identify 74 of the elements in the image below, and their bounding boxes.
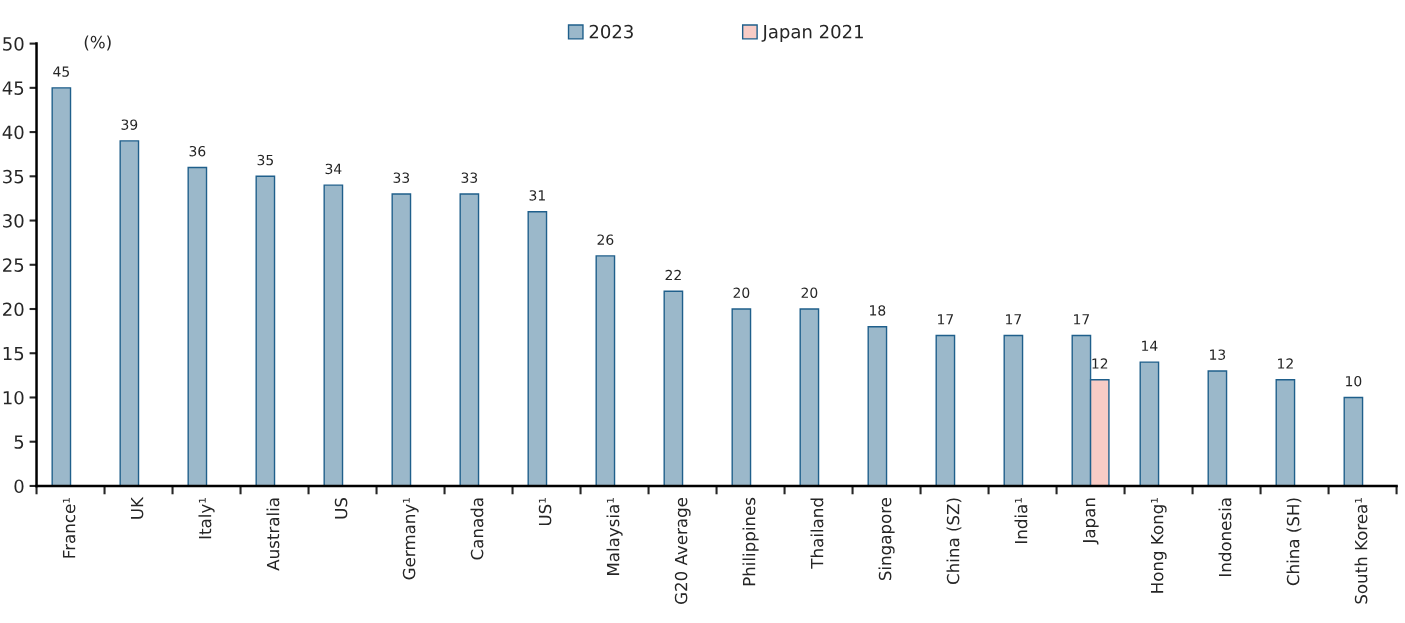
x-tick-label: China (SZ) (946, 498, 962, 585)
x-tick-label: Germany¹ (402, 497, 419, 580)
y-tick-label: 50 (3, 37, 24, 51)
bar (1207, 370, 1228, 486)
data-label: 10 (1346, 375, 1362, 387)
x-tick-label: Thailand (810, 498, 824, 569)
x-tick-label: Japan (1083, 498, 1099, 545)
y-axis-title: (%) (84, 35, 111, 51)
legend-label: Japan 2021 (761, 24, 863, 42)
x-tick-label: Philippines (742, 497, 759, 586)
bar (255, 175, 276, 486)
bar (731, 308, 752, 486)
bar (1003, 334, 1024, 486)
data-label: 34 (325, 163, 342, 175)
x-tick-label: G20 Average (674, 497, 691, 604)
x-tick-label: Hong Kong¹ (1150, 497, 1167, 593)
x-tick-label: Malaysia¹ (606, 497, 623, 575)
data-label: 17 (1006, 314, 1022, 325)
bar (51, 87, 72, 486)
data-label: 17 (1074, 314, 1090, 325)
y-tick-label: 25 (3, 258, 24, 272)
y-tick-label: 0 (14, 479, 24, 494)
bar (799, 308, 820, 486)
data-label: 13 (1210, 349, 1226, 360)
bar (391, 193, 412, 486)
y-tick-label: 45 (2, 81, 24, 95)
bar (1275, 379, 1296, 486)
x-tick-label: Canada (470, 498, 484, 560)
x-tick-label: Singapore (878, 497, 895, 581)
data-label: 33 (393, 172, 410, 183)
data-label: 12 (1278, 358, 1293, 369)
bar (187, 166, 208, 486)
data-label: 20 (733, 287, 750, 298)
y-tick-label: 15 (3, 346, 24, 361)
y-tick-label: 5 (14, 435, 24, 449)
data-label: 31 (529, 190, 545, 201)
bar (595, 255, 616, 486)
data-label: 45 (53, 66, 69, 77)
data-label: 22 (665, 269, 681, 281)
data-label: 12 (1092, 358, 1108, 369)
data-label: 36 (189, 145, 206, 157)
y-tick-label: 35 (3, 169, 24, 184)
x-tick-label: China (SH) (1286, 498, 1302, 586)
data-label: 26 (597, 234, 614, 245)
data-label: 18 (870, 305, 886, 316)
data-label: 14 (1142, 340, 1158, 351)
data-label: 35 (257, 154, 273, 166)
bar (1343, 396, 1364, 486)
x-tick-label: Australia (266, 498, 280, 571)
data-label: 20 (801, 287, 818, 298)
data-label: 39 (121, 119, 138, 130)
x-tick-label: South Korea¹ (1354, 497, 1368, 604)
bar (119, 140, 140, 486)
bar (459, 193, 480, 486)
x-tick-label: UK (130, 496, 144, 519)
x-tick-label: US¹ (538, 497, 552, 526)
y-tick-label: 20 (3, 302, 24, 317)
x-tick-label: Italy¹ (198, 497, 215, 539)
legend-label: 2023 (589, 24, 633, 39)
data-label: 17 (938, 314, 954, 325)
y-tick-label: 30 (3, 214, 24, 228)
x-tick-label: France¹ (62, 497, 76, 558)
bar (663, 290, 684, 486)
x-tick-label: US (334, 497, 348, 519)
bar (527, 211, 548, 486)
y-tick-label: 40 (2, 125, 24, 140)
bar (1139, 361, 1160, 486)
bar (867, 326, 888, 486)
x-tick-label: India¹ (1014, 497, 1028, 543)
y-tick-label: 10 (3, 390, 24, 405)
bar (935, 334, 956, 486)
x-tick-label: Indonesia (1218, 498, 1232, 577)
bar (323, 184, 344, 486)
data-label: 33 (461, 172, 478, 183)
